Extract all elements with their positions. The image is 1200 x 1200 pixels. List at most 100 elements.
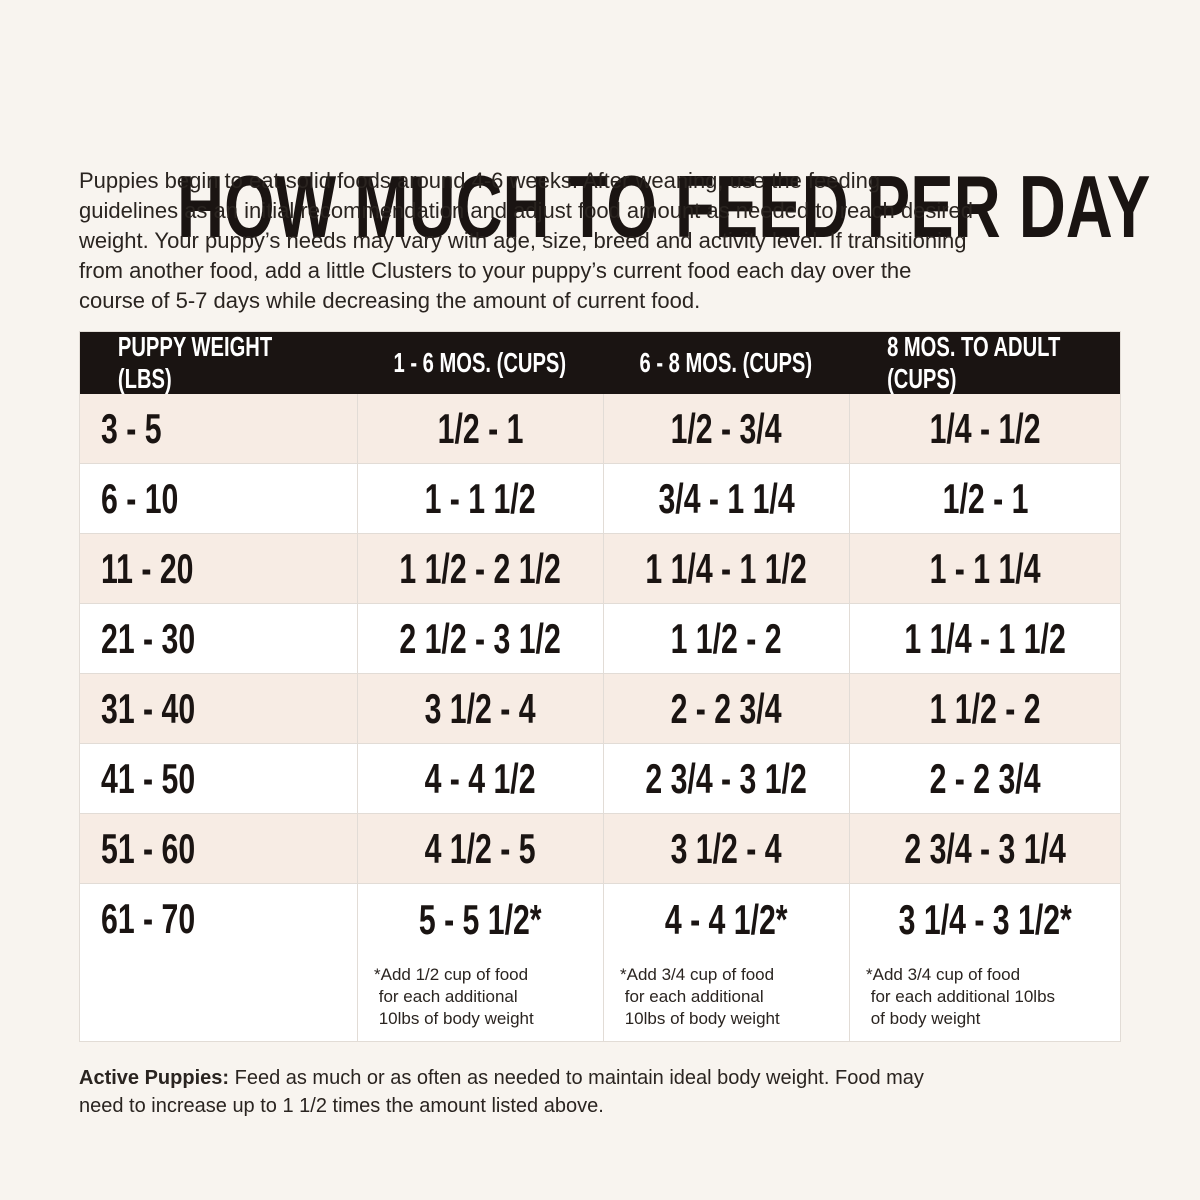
footnote-line: *Add 3/4 cup of food [620, 965, 775, 984]
cell-text: 2 - 2 3/4 [930, 755, 1041, 802]
header-cell: 6 - 8 MOS. (CUPS) [603, 331, 849, 394]
cell-text: 4 - 4 1/2* [665, 896, 788, 943]
table-cell: 4 - 4 1/2 [357, 744, 603, 814]
cell-text: 1 1/2 - 2 1/2 [399, 545, 562, 592]
header-cell: PUPPY WEIGHT (LBS) [79, 331, 357, 394]
table-cell: 4 1/2 - 5 [357, 814, 603, 884]
table-row [79, 604, 1121, 674]
cell-text: 5 - 5 1/2* [419, 896, 542, 943]
table-row [79, 674, 1121, 744]
header-text: 1 - 6 MOS. (CUPS) [393, 346, 567, 378]
cell-text: 6 - 10 [101, 475, 179, 522]
header-cell: 8 MOS. TO ADULT (CUPS) [849, 331, 1121, 394]
table-cell: 3 1/2 - 4 [357, 674, 603, 744]
cell-text: 2 3/4 - 3 1/4 [904, 825, 1067, 872]
table-cell: 11 - 20 [79, 534, 357, 604]
table-cell: 3 - 5 [79, 394, 357, 464]
table-cell: 2 3/4 - 3 1/4 [849, 814, 1121, 884]
table-cell: 1 1/2 - 2 [603, 604, 849, 674]
table-cell: 2 3/4 - 3 1/2 [603, 744, 849, 814]
table-cell: 5 - 5 1/2* [357, 884, 603, 1042]
footnote-line: of body weight [866, 1009, 981, 1028]
cell-text: 3 1/2 - 4 [425, 685, 536, 732]
table-row [79, 464, 1121, 534]
footnote-line: *Add 3/4 cup of food [866, 965, 1021, 984]
table-cell: 1/4 - 1/2 [849, 394, 1121, 464]
cell-text: 2 1/2 - 3 1/2 [399, 615, 562, 662]
table-cell: 1/2 - 3/4 [603, 394, 849, 464]
table-cell: 1 1/4 - 1 1/2 [603, 534, 849, 604]
table-cell: 51 - 60 [79, 814, 357, 884]
table-cell: 61 - 70 [79, 884, 357, 954]
intro-line: from another food, add a little Clusters… [79, 258, 912, 283]
cell-text: 3 - 5 [101, 405, 162, 452]
table-row [79, 814, 1121, 884]
cell-text: 1 - 1 1/2 [425, 475, 536, 522]
table-row [79, 884, 1121, 1042]
table-cell: 1 - 1 1/4 [849, 534, 1121, 604]
cell-text: 3/4 - 1 1/4 [658, 475, 795, 522]
table-cell: 2 1/2 - 3 1/2 [357, 604, 603, 674]
table-cell: 1 1/4 - 1 1/2 [849, 604, 1121, 674]
footnote-line: 10lbs of body weight [620, 1009, 780, 1028]
table-cell: 1 1/2 - 2 [849, 674, 1121, 744]
footnote-line: for each additional 10lbs [866, 987, 1056, 1006]
table-cell: 21 - 30 [79, 604, 357, 674]
cell-text: 31 - 40 [101, 685, 196, 732]
cell-text: 1/2 - 3/4 [671, 405, 782, 452]
table-row [79, 744, 1121, 814]
table-cell: 2 - 2 3/4 [849, 744, 1121, 814]
cell-text: 4 1/2 - 5 [425, 825, 536, 872]
cell-text: 4 - 4 1/2 [425, 755, 536, 802]
cell-text: 21 - 30 [101, 615, 196, 662]
footnote-line: for each additional [620, 987, 764, 1006]
table-cell: 31 - 40 [79, 674, 357, 744]
intro-line: course of 5-7 days while decreasing the … [79, 288, 701, 313]
cell-text: 1 - 1 1/4 [930, 545, 1041, 592]
title: HOW MUCH TO FEED PER DAY [176, 157, 1151, 256]
cell-text: 1/2 - 1 [437, 405, 524, 452]
footer-label: Active Puppies: [79, 1067, 230, 1089]
footnote-line: *Add 1/2 cup of food [374, 965, 529, 984]
cell-text: 2 3/4 - 3 1/2 [645, 755, 808, 802]
table-cell: 1 - 1 1/2 [357, 464, 603, 534]
header-text: PUPPY WEIGHT (LBS) [117, 330, 273, 394]
cell-text: 1 1/4 - 1 1/2 [645, 545, 808, 592]
table-cell: 1/2 - 1 [357, 394, 603, 464]
cell-text: 41 - 50 [101, 755, 196, 802]
table-row [79, 534, 1121, 604]
header-text: 6 - 8 MOS. (CUPS) [639, 346, 813, 378]
footnote-line: for each additional [374, 987, 518, 1006]
footer-line: Active Puppies: Feed as much or as often… [79, 1064, 924, 1092]
footnote-line: 10lbs of body weight [374, 1009, 534, 1028]
footer-text: Feed as much or as often as needed to ma… [234, 1067, 924, 1089]
cell-text: 2 - 2 3/4 [671, 685, 782, 732]
table-cell: 3 1/2 - 4 [603, 814, 849, 884]
table-cell: 1 1/2 - 2 1/2 [357, 534, 603, 604]
table-cell: 3 1/4 - 3 1/2* [849, 884, 1121, 1042]
cell-text: 1 1/2 - 2 [930, 685, 1041, 732]
header-text: 8 MOS. TO ADULT (CUPS) [887, 330, 1061, 394]
table-cell: 2 - 2 3/4 [603, 674, 849, 744]
cell-text: 51 - 60 [101, 825, 196, 872]
cell-text: 1 1/4 - 1 1/2 [904, 615, 1067, 662]
table-cell: 4 - 4 1/2* [603, 884, 849, 1042]
intro-line: weight. Your puppy’s needs may vary with… [79, 228, 967, 253]
cell-text: 11 - 20 [101, 545, 194, 592]
cell-text: 3 1/4 - 3 1/2* [898, 896, 1073, 943]
table-row [79, 394, 1121, 464]
table-cell: 1/2 - 1 [849, 464, 1121, 534]
table-header [79, 331, 1121, 394]
footer-line: need to increase up to 1 1/2 times the a… [79, 1095, 604, 1117]
intro-line: guidelines as an initial recommendation … [79, 198, 974, 223]
cell-text: 1/2 - 1 [942, 475, 1029, 522]
table-cell: 3/4 - 1 1/4 [603, 464, 849, 534]
table-cell: 6 - 10 [79, 464, 357, 534]
header-cell: 1 - 6 MOS. (CUPS) [357, 331, 603, 394]
intro-line: Puppies begin to eat solid foods around … [79, 168, 881, 193]
cell-text: 1 1/2 - 2 [671, 615, 782, 662]
cell-text: 3 1/2 - 4 [671, 825, 782, 872]
cell-text: 1/4 - 1/2 [930, 405, 1041, 452]
cell-text: 61 - 70 [101, 895, 196, 942]
